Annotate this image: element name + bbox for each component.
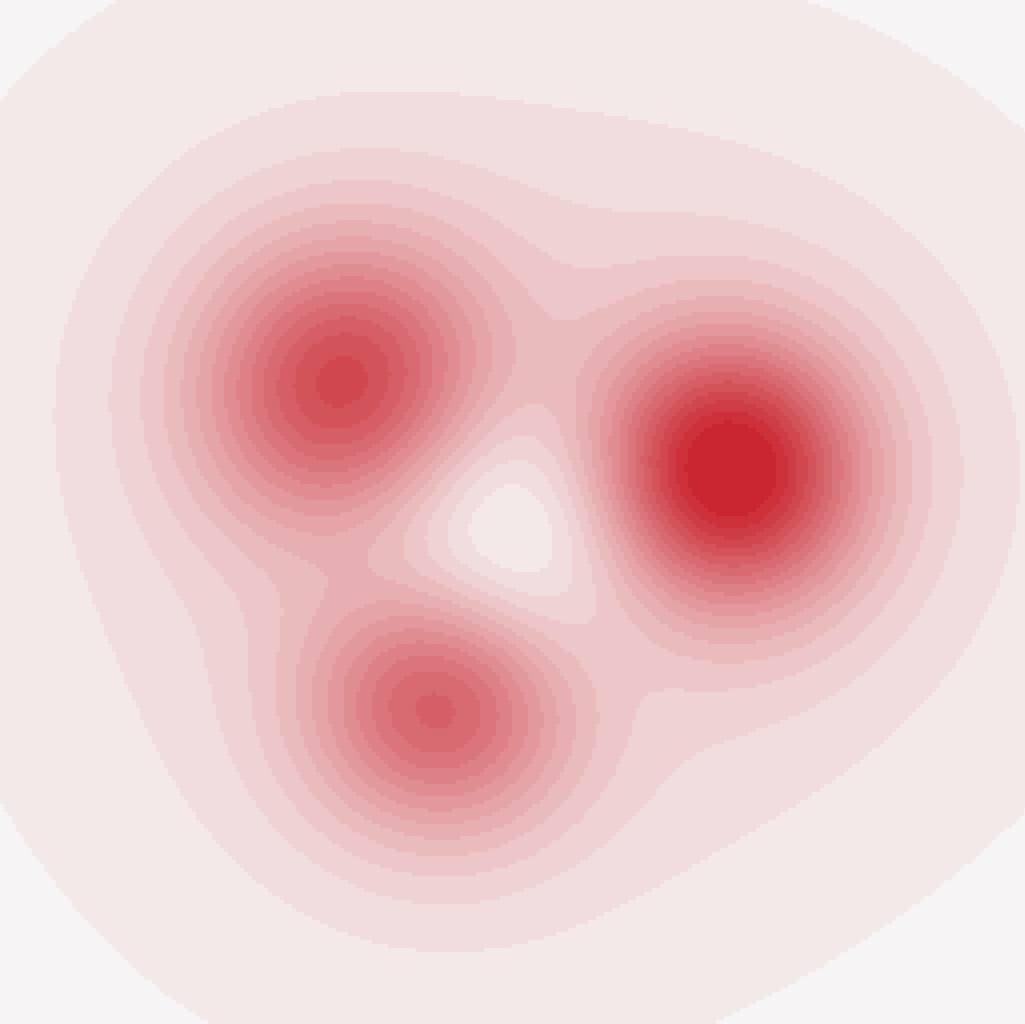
- heatmap-plot: [0, 0, 1025, 1024]
- heatmap-canvas: [0, 0, 1025, 1024]
